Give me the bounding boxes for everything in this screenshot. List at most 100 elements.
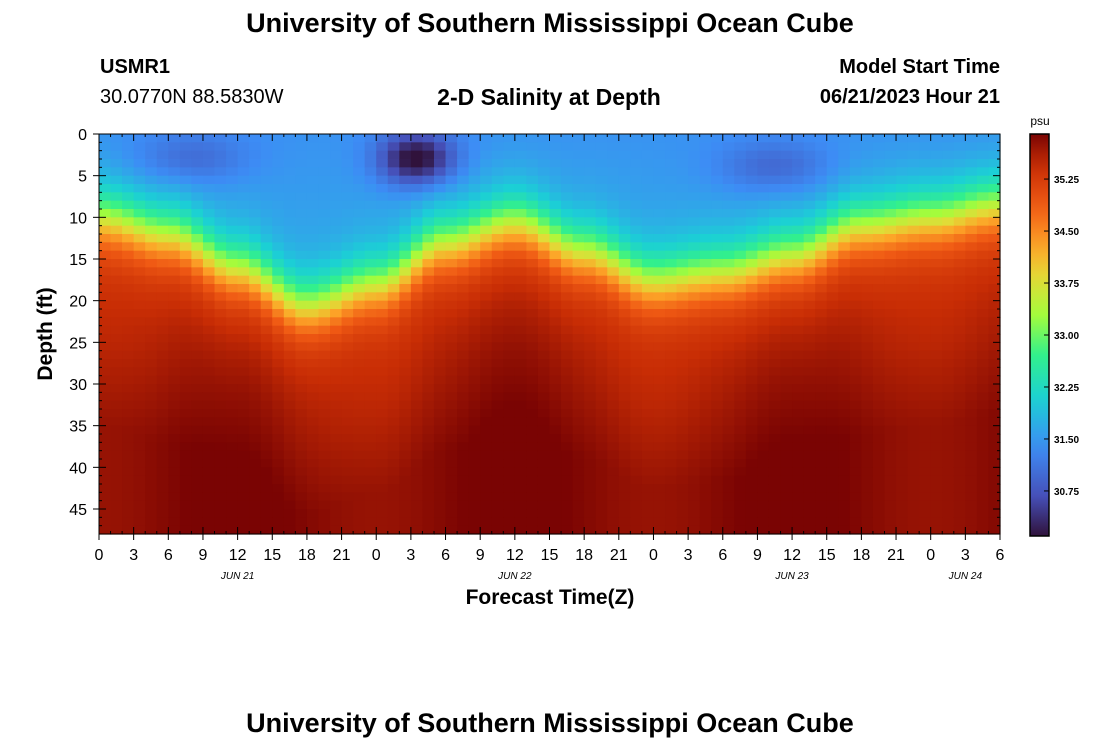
heatmap-cell	[422, 259, 435, 268]
heatmap-cell	[387, 150, 400, 160]
heatmap-cell	[607, 225, 620, 235]
heatmap-cell	[122, 350, 135, 360]
heatmap-cell	[249, 434, 262, 443]
heatmap-cell	[757, 442, 770, 452]
heatmap-cell	[283, 217, 296, 227]
heatmap-cell	[549, 234, 562, 243]
heatmap-cell	[295, 175, 308, 185]
heatmap-cell	[595, 467, 608, 477]
heatmap-cell	[341, 309, 354, 318]
heatmap-cell	[688, 509, 701, 518]
heatmap-cell	[364, 492, 377, 502]
heatmap-cell	[260, 400, 273, 410]
heatmap-cell	[99, 259, 112, 268]
heatmap-cell	[295, 325, 308, 335]
heatmap-cell	[884, 334, 897, 343]
heatmap-cell	[364, 500, 377, 510]
heatmap-cell	[861, 225, 874, 235]
heatmap-cell	[584, 359, 597, 368]
heatmap-cell	[919, 467, 932, 477]
heatmap-cell	[826, 484, 839, 493]
heatmap-cell	[376, 284, 389, 293]
heatmap-cell	[861, 400, 874, 410]
heatmap-cell	[792, 400, 805, 410]
heatmap-cell	[618, 142, 631, 152]
heatmap-cell	[537, 234, 551, 243]
heatmap-cell	[630, 359, 643, 368]
heatmap-cell	[399, 450, 412, 460]
heatmap-cell	[110, 517, 123, 527]
heatmap-cell	[757, 375, 770, 385]
heatmap-cell	[919, 225, 932, 235]
heatmap-cell	[433, 225, 447, 235]
heatmap-cell	[988, 284, 1001, 293]
heatmap-cell	[919, 517, 932, 527]
heatmap-cell	[549, 384, 562, 393]
heatmap-cell	[387, 217, 400, 227]
heatmap-cell	[711, 200, 724, 210]
heatmap-cell	[526, 200, 539, 210]
heatmap-cell	[480, 384, 493, 393]
heatmap-cell	[722, 217, 735, 227]
heatmap-cell	[826, 250, 839, 260]
heatmap-cell	[942, 175, 955, 185]
heatmap-cell	[930, 175, 943, 185]
heatmap-cell	[988, 167, 1001, 177]
heatmap-cell	[110, 334, 123, 343]
heatmap-cell	[376, 384, 389, 393]
heatmap-cell	[792, 134, 805, 143]
heatmap-cell	[595, 309, 608, 318]
x-tick-label: 12	[783, 547, 801, 564]
heatmap-cell	[318, 134, 331, 143]
heatmap-cell	[364, 375, 377, 385]
heatmap-cell	[699, 375, 712, 385]
heatmap-cell	[491, 417, 504, 427]
heatmap-cell	[202, 492, 216, 502]
heatmap-cell	[942, 225, 955, 235]
heatmap-cell	[653, 400, 666, 410]
heatmap-cell	[734, 384, 747, 393]
heatmap-cell	[815, 409, 828, 418]
heatmap-cell	[561, 259, 574, 268]
heatmap-cell	[353, 159, 366, 168]
heatmap-cell	[410, 200, 424, 210]
heatmap-cell	[549, 500, 562, 510]
heatmap-cell	[699, 192, 712, 202]
footer-title: University of Southern Mississippi Ocean…	[246, 708, 854, 738]
heatmap-cell	[480, 275, 493, 285]
heatmap-cell	[549, 300, 562, 310]
heatmap-cell	[330, 242, 343, 252]
heatmap-cell	[896, 342, 909, 352]
heatmap-cell	[457, 134, 470, 143]
heatmap-cell	[214, 159, 227, 168]
heatmap-cell	[410, 484, 424, 493]
heatmap-cell	[896, 350, 909, 360]
heatmap-cell	[399, 275, 412, 285]
heatmap-cell	[433, 492, 447, 502]
heatmap-cell	[503, 525, 516, 535]
heatmap-cell	[722, 392, 735, 402]
heatmap-cell	[422, 217, 435, 227]
x-tick-label: 12	[506, 547, 524, 564]
heatmap-cell	[537, 242, 551, 252]
heatmap-cell	[826, 267, 839, 277]
heatmap-cell	[179, 217, 193, 227]
heatmap-cell	[514, 400, 527, 410]
heatmap-cell	[202, 425, 216, 435]
heatmap-cell	[514, 167, 527, 177]
heatmap-cell	[653, 184, 666, 193]
heatmap-cell	[907, 184, 920, 193]
heatmap-cell	[688, 309, 701, 318]
heatmap-cell	[376, 475, 389, 485]
heatmap-cell	[503, 409, 516, 418]
heatmap-cell	[561, 250, 574, 260]
heatmap-cell	[595, 459, 608, 468]
heatmap-cell	[514, 467, 527, 477]
heatmap-cell	[191, 150, 204, 160]
heatmap-cell	[480, 392, 493, 402]
heatmap-cell	[168, 325, 181, 335]
heatmap-cell	[226, 159, 239, 168]
heatmap-cell	[387, 409, 400, 418]
heatmap-cell	[722, 367, 735, 377]
heatmap-cell	[179, 192, 193, 202]
